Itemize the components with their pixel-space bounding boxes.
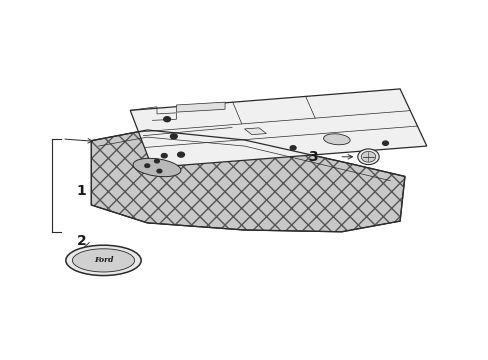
Polygon shape <box>244 128 266 135</box>
Circle shape <box>144 164 149 167</box>
Circle shape <box>170 134 177 139</box>
Text: Ford: Ford <box>94 256 113 264</box>
Circle shape <box>382 141 387 145</box>
Circle shape <box>157 169 162 173</box>
Circle shape <box>161 154 167 158</box>
Text: 2: 2 <box>77 234 86 248</box>
Polygon shape <box>91 130 404 232</box>
Polygon shape <box>130 89 426 167</box>
Ellipse shape <box>66 245 141 275</box>
Ellipse shape <box>72 249 134 272</box>
Ellipse shape <box>133 158 181 177</box>
Polygon shape <box>176 102 224 112</box>
Circle shape <box>357 149 378 165</box>
Ellipse shape <box>323 134 349 145</box>
Circle shape <box>163 117 170 122</box>
Circle shape <box>361 152 375 162</box>
Circle shape <box>289 146 295 150</box>
Text: 3: 3 <box>307 150 317 164</box>
Text: 1: 1 <box>77 184 86 198</box>
Circle shape <box>177 152 184 157</box>
Circle shape <box>154 159 159 163</box>
